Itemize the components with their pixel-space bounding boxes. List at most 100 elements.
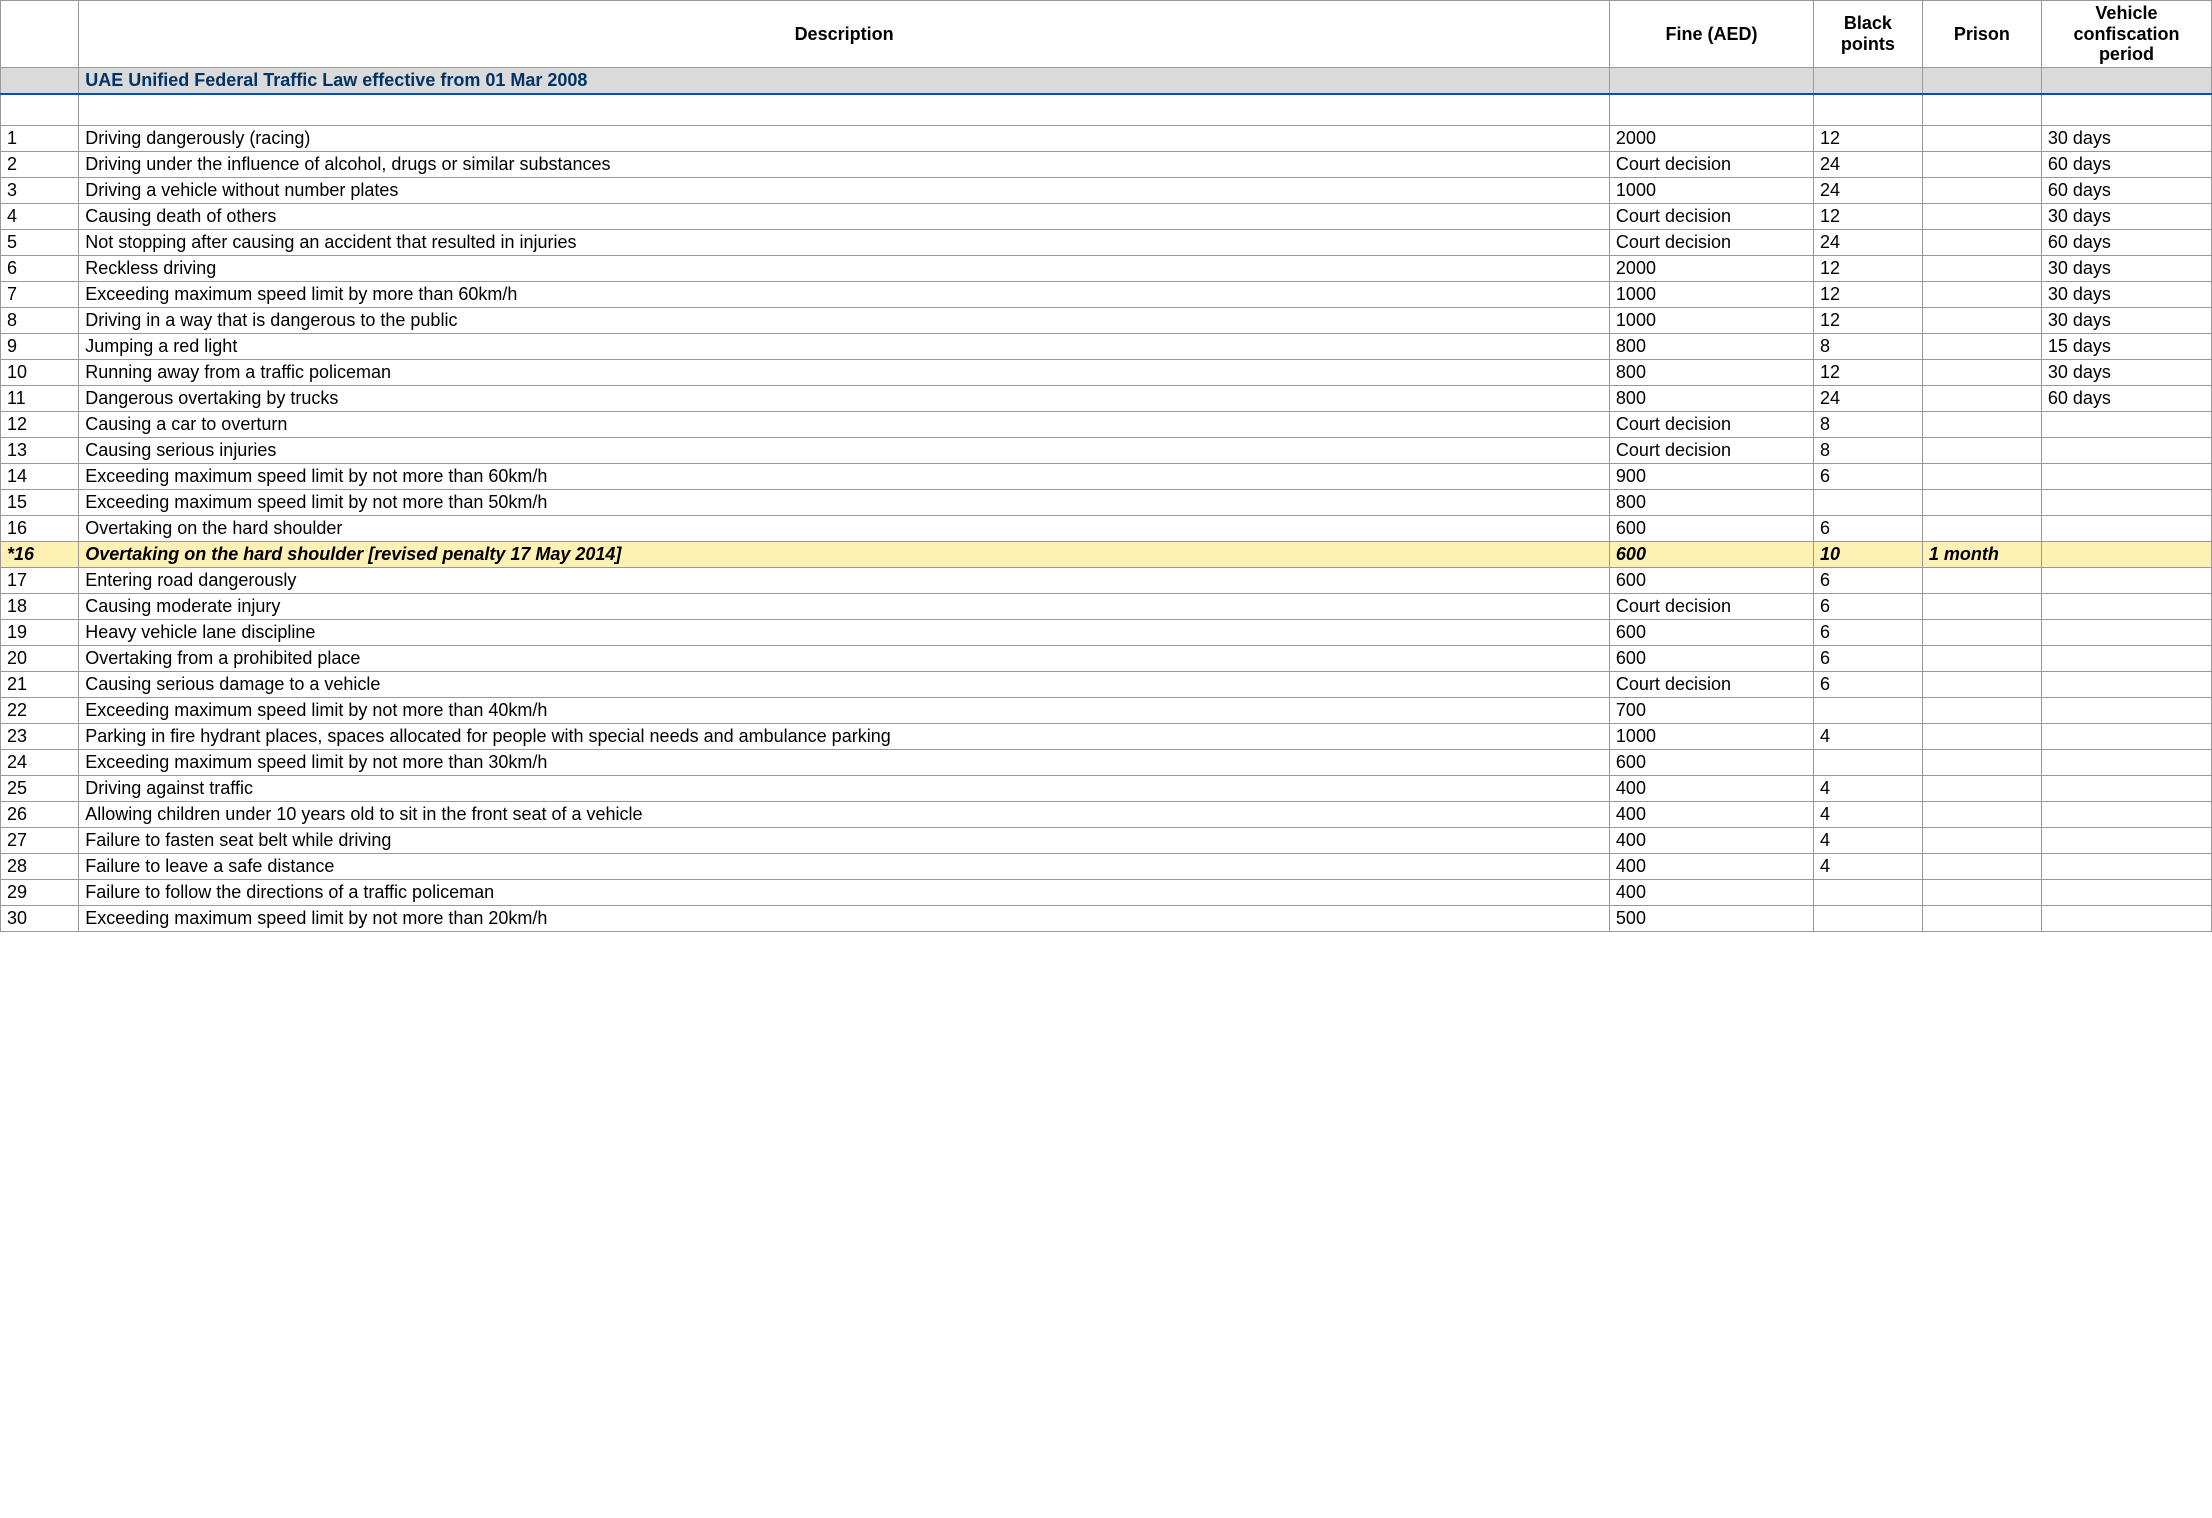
row-prison (1922, 646, 2041, 672)
row-prison (1922, 672, 2041, 698)
row-fine: 800 (1609, 360, 1813, 386)
row-fine: 1000 (1609, 308, 1813, 334)
row-black-points: 8 (1814, 438, 1923, 464)
row-description: Parking in fire hydrant places, spaces a… (79, 724, 1610, 750)
table-row: 8Driving in a way that is dangerous to t… (1, 308, 2212, 334)
row-confiscation (2041, 516, 2211, 542)
row-confiscation: 30 days (2041, 256, 2211, 282)
row-prison (1922, 698, 2041, 724)
row-confiscation (2041, 698, 2211, 724)
table-row: 13Causing serious injuriesCourt decision… (1, 438, 2212, 464)
row-prison (1922, 516, 2041, 542)
row-number: 28 (1, 854, 79, 880)
row-fine: 1000 (1609, 724, 1813, 750)
row-black-points (1814, 750, 1923, 776)
row-black-points: 6 (1814, 594, 1923, 620)
row-description: Running away from a traffic policeman (79, 360, 1610, 386)
table-row: 3Driving a vehicle without number plates… (1, 178, 2212, 204)
row-confiscation: 60 days (2041, 386, 2211, 412)
table-row: 29Failure to follow the directions of a … (1, 880, 2212, 906)
row-confiscation (2041, 594, 2211, 620)
row-number: 21 (1, 672, 79, 698)
row-prison (1922, 178, 2041, 204)
traffic-law-table: Description Fine (AED) Black points Pris… (0, 0, 2212, 932)
row-black-points: 8 (1814, 412, 1923, 438)
section-fine-cell (1609, 68, 1813, 95)
row-fine: 500 (1609, 906, 1813, 932)
row-prison (1922, 334, 2041, 360)
row-description: Jumping a red light (79, 334, 1610, 360)
header-description: Description (79, 1, 1610, 68)
row-description: Allowing children under 10 years old to … (79, 802, 1610, 828)
row-confiscation (2041, 490, 2211, 516)
row-prison (1922, 776, 2041, 802)
row-prison (1922, 490, 2041, 516)
row-number: 15 (1, 490, 79, 516)
row-black-points: 10 (1814, 542, 1923, 568)
row-fine: 2000 (1609, 126, 1813, 152)
row-black-points: 6 (1814, 646, 1923, 672)
table-row: 4Causing death of othersCourt decision12… (1, 204, 2212, 230)
row-prison (1922, 256, 2041, 282)
row-description: Overtaking on the hard shoulder (79, 516, 1610, 542)
row-fine: Court decision (1609, 672, 1813, 698)
row-prison (1922, 828, 2041, 854)
row-fine: 1000 (1609, 282, 1813, 308)
row-confiscation: 30 days (2041, 204, 2211, 230)
row-prison (1922, 854, 2041, 880)
row-black-points: 12 (1814, 360, 1923, 386)
header-row: Description Fine (AED) Black points Pris… (1, 1, 2212, 68)
row-number: 11 (1, 386, 79, 412)
header-num (1, 1, 79, 68)
row-number: 26 (1, 802, 79, 828)
row-description: Failure to fasten seat belt while drivin… (79, 828, 1610, 854)
row-description: Causing serious injuries (79, 438, 1610, 464)
row-description: Not stopping after causing an accident t… (79, 230, 1610, 256)
row-fine: Court decision (1609, 204, 1813, 230)
row-black-points: 12 (1814, 256, 1923, 282)
row-black-points: 4 (1814, 802, 1923, 828)
row-black-points: 4 (1814, 828, 1923, 854)
row-number: *16 (1, 542, 79, 568)
row-number: 17 (1, 568, 79, 594)
row-prison (1922, 594, 2041, 620)
row-number: 2 (1, 152, 79, 178)
row-confiscation (2041, 802, 2211, 828)
row-number: 8 (1, 308, 79, 334)
row-description: Exceeding maximum speed limit by not mor… (79, 464, 1610, 490)
row-confiscation (2041, 724, 2211, 750)
row-black-points: 24 (1814, 386, 1923, 412)
row-prison (1922, 464, 2041, 490)
row-prison (1922, 880, 2041, 906)
header-confiscation: Vehicle confiscation period (2041, 1, 2211, 68)
row-confiscation: 60 days (2041, 178, 2211, 204)
table-row: 30Exceeding maximum speed limit by not m… (1, 906, 2212, 932)
table-row: 17Entering road dangerously6006 (1, 568, 2212, 594)
row-confiscation (2041, 646, 2211, 672)
row-confiscation (2041, 620, 2211, 646)
row-description: Driving a vehicle without number plates (79, 178, 1610, 204)
row-prison (1922, 152, 2041, 178)
table-row: 7Exceeding maximum speed limit by more t… (1, 282, 2212, 308)
row-prison (1922, 620, 2041, 646)
row-confiscation: 60 days (2041, 152, 2211, 178)
row-fine: 700 (1609, 698, 1813, 724)
table-row: 27Failure to fasten seat belt while driv… (1, 828, 2212, 854)
row-number: 9 (1, 334, 79, 360)
row-fine: Court decision (1609, 152, 1813, 178)
row-black-points: 6 (1814, 672, 1923, 698)
row-description: Driving dangerously (racing) (79, 126, 1610, 152)
row-description: Exceeding maximum speed limit by not mor… (79, 750, 1610, 776)
row-prison (1922, 386, 2041, 412)
row-description: Causing serious damage to a vehicle (79, 672, 1610, 698)
section-conf-cell (2041, 68, 2211, 95)
row-fine: 600 (1609, 646, 1813, 672)
table-row: 21Causing serious damage to a vehicleCou… (1, 672, 2212, 698)
row-number: 27 (1, 828, 79, 854)
row-black-points: 6 (1814, 568, 1923, 594)
row-number: 16 (1, 516, 79, 542)
row-description: Driving against traffic (79, 776, 1610, 802)
table-row: 12Causing a car to overturnCourt decisio… (1, 412, 2212, 438)
row-fine: 800 (1609, 490, 1813, 516)
row-prison (1922, 230, 2041, 256)
